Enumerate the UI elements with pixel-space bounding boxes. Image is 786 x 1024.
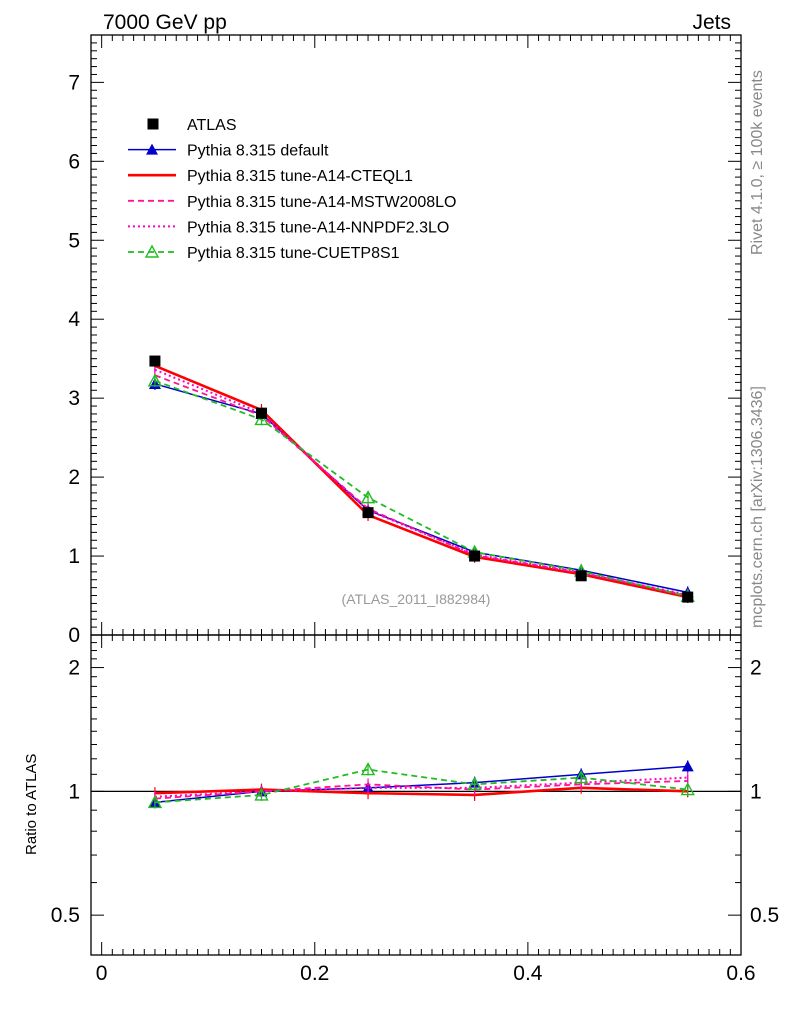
series-line-main — [154, 368, 688, 596]
legend-entry: Pythia 8.315 tune-A14-NNPDF2.3LO — [128, 219, 449, 236]
legend-entry: Pythia 8.315 default — [128, 143, 329, 160]
series-pythia-8-315-tune-a14-nnpdf2-3lo — [154, 363, 689, 803]
y-tick-label-ratio-left: 1 — [68, 780, 80, 803]
chart-marks — [147, 355, 695, 809]
series-pythia-8-315-tune-a14-mstw2008lo — [154, 369, 689, 805]
series-point-ratio — [360, 762, 376, 776]
y-tick-label-main: 6 — [68, 150, 80, 173]
legend-marker — [147, 118, 159, 130]
x-tick-label: 0.6 — [726, 962, 755, 985]
legend-label: Pythia 8.315 tune-A14-NNPDF2.3LO — [187, 219, 449, 236]
x-tick-label: 0 — [96, 962, 108, 985]
axis-ticks: 0 0.2 0.4 0.6 0 1 2 3 4 5 6 7 0.5 0.5 1 1 2 2 — [51, 35, 779, 985]
ratio-panel-frame — [90, 634, 742, 956]
y-tick-label-main: 5 — [68, 229, 80, 252]
legend-marker — [146, 143, 158, 155]
y-tick-label-ratio-left: 0.5 — [51, 904, 80, 927]
data-point — [575, 570, 587, 582]
x-tick-label: 0.4 — [513, 962, 543, 985]
legend: ATLAS Pythia 8.315 default Pythia 8.315 tu… — [128, 117, 456, 262]
series-line-ratio — [154, 786, 688, 797]
series-point-ratio — [681, 760, 694, 772]
series-atlas — [149, 355, 694, 603]
legend-label: ATLAS — [187, 117, 237, 134]
series-pythia-8-315-tune-a14-cteql1 — [154, 359, 689, 801]
data-point — [682, 591, 694, 603]
legend-entry: ATLAS — [147, 117, 237, 134]
series-point-main — [254, 412, 269, 426]
y-tick-label-main: 4 — [68, 308, 80, 331]
y-tick-label-main: 7 — [68, 71, 80, 94]
series-point-ratio — [147, 794, 163, 809]
series-line-main — [154, 374, 688, 597]
legend-entry: Pythia 8.315 tune-A14-MSTW2008LO — [128, 194, 456, 211]
legend-marker — [144, 244, 160, 258]
series-point-ratio — [680, 782, 695, 796]
side-label-top: Rivet 4.1.0, ≥ 100k events — [749, 70, 766, 255]
x-tick-label: 0.2 — [300, 962, 329, 985]
side-label-bottom: mcplots.cern.ch [arXiv:1306.3436] — [749, 386, 766, 628]
legend-label: Pythia 8.315 default — [187, 143, 329, 160]
legend-label: Pythia 8.315 tune-CUETP8S1 — [187, 245, 400, 262]
y-tick-label-main: 1 — [68, 545, 80, 568]
series-line-main — [154, 379, 688, 598]
series-line-ratio — [154, 776, 688, 798]
series-point-main — [147, 373, 163, 387]
series-line-main — [154, 364, 688, 599]
series-point-main — [360, 490, 376, 504]
y-tick-label-ratio-left: 2 — [68, 657, 80, 680]
data-point — [149, 355, 161, 367]
legend-label: Pythia 8.315 tune-A14-MSTW2008LO — [187, 194, 456, 211]
ratio-axis-label: Ratio to ATLAS — [23, 754, 40, 855]
series-point-ratio — [254, 787, 269, 801]
series-point-ratio — [573, 770, 589, 784]
header-left: 7000 GeV pp — [103, 11, 227, 34]
data-point — [469, 550, 481, 562]
data-point — [255, 407, 267, 419]
y-tick-label-ratio-right: 2 — [750, 657, 762, 680]
legend-label: Pythia 8.315 tune-A14-CTEQL1 — [187, 168, 413, 185]
series-line-ratio — [154, 768, 688, 804]
data-point — [362, 507, 374, 519]
y-tick-label-main: 3 — [68, 387, 80, 410]
legend-entry: Pythia 8.315 tune-A14-CTEQL1 — [128, 168, 413, 185]
y-tick-label-ratio-right: 0.5 — [750, 904, 779, 927]
y-tick-label-main: 2 — [68, 466, 80, 489]
series-line-ratio — [154, 765, 688, 804]
legend-entry: Pythia 8.315 tune-CUETP8S1 — [128, 244, 400, 262]
series-line-ratio — [154, 780, 688, 800]
analysis-label: (ATLAS_2011_I882984) — [342, 591, 491, 607]
series-line-main — [154, 383, 688, 594]
y-tick-label-main: 0 — [68, 624, 80, 647]
y-tick-label-ratio-right: 1 — [750, 780, 762, 803]
series-point-ratio — [467, 776, 482, 791]
header-right: Jets — [692, 11, 731, 34]
